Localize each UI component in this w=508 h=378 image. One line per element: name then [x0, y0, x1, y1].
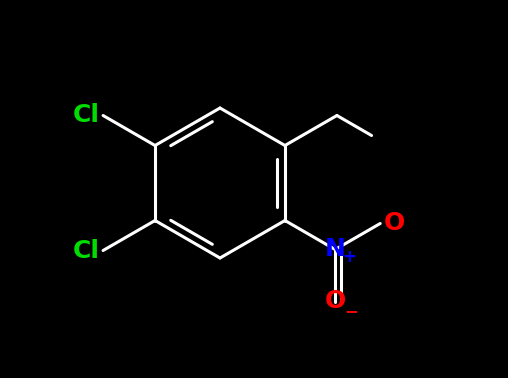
Text: Cl: Cl: [73, 104, 100, 127]
Text: O: O: [325, 290, 346, 313]
Text: +: +: [342, 248, 356, 266]
Text: Cl: Cl: [73, 239, 100, 262]
Text: N: N: [325, 237, 345, 262]
Text: O: O: [384, 212, 405, 235]
Text: −: −: [344, 302, 358, 321]
